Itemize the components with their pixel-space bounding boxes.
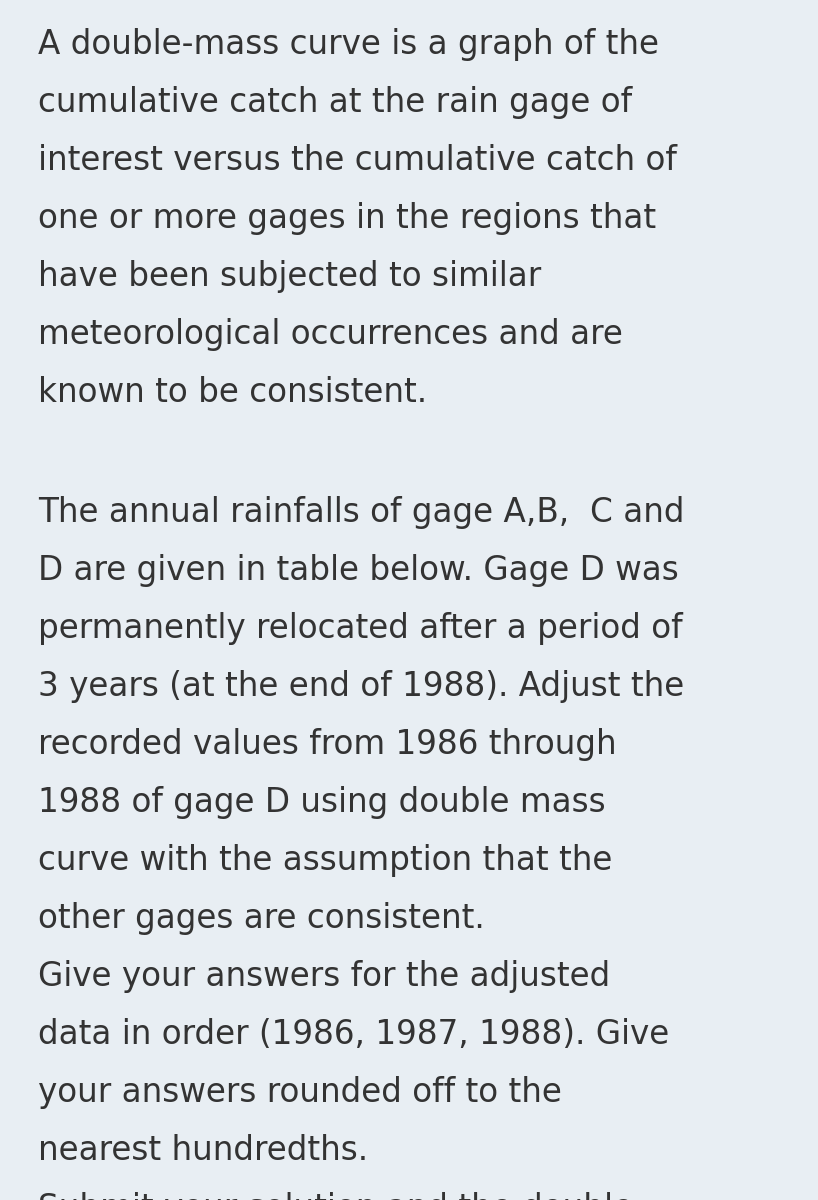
Text: your answers rounded off to the: your answers rounded off to the: [38, 1076, 562, 1109]
Text: have been subjected to similar: have been subjected to similar: [38, 260, 542, 293]
Text: nearest hundredths.: nearest hundredths.: [38, 1134, 368, 1166]
Text: Submit your solution and the double -: Submit your solution and the double -: [38, 1192, 655, 1200]
Text: one or more gages in the regions that: one or more gages in the regions that: [38, 202, 656, 235]
Text: other gages are consistent.: other gages are consistent.: [38, 902, 485, 935]
Text: 1988 of gage D using double mass: 1988 of gage D using double mass: [38, 786, 605, 818]
Text: The annual rainfalls of gage A,B,  C and: The annual rainfalls of gage A,B, C and: [38, 496, 685, 529]
Text: D are given in table below. Gage D was: D are given in table below. Gage D was: [38, 554, 679, 587]
Text: interest versus the cumulative catch of: interest versus the cumulative catch of: [38, 144, 676, 176]
Text: 3 years (at the end of 1988). Adjust the: 3 years (at the end of 1988). Adjust the: [38, 670, 684, 703]
Text: data in order (1986, 1987, 1988). Give: data in order (1986, 1987, 1988). Give: [38, 1018, 669, 1051]
Text: A double-mass curve is a graph of the: A double-mass curve is a graph of the: [38, 28, 659, 61]
Text: meteorological occurrences and are: meteorological occurrences and are: [38, 318, 622, 350]
Text: Give your answers for the adjusted: Give your answers for the adjusted: [38, 960, 610, 994]
Text: permanently relocated after a period of: permanently relocated after a period of: [38, 612, 683, 646]
Text: cumulative catch at the rain gage of: cumulative catch at the rain gage of: [38, 86, 632, 119]
Text: recorded values from 1986 through: recorded values from 1986 through: [38, 728, 617, 761]
Text: known to be consistent.: known to be consistent.: [38, 376, 427, 409]
Text: curve with the assumption that the: curve with the assumption that the: [38, 844, 613, 877]
